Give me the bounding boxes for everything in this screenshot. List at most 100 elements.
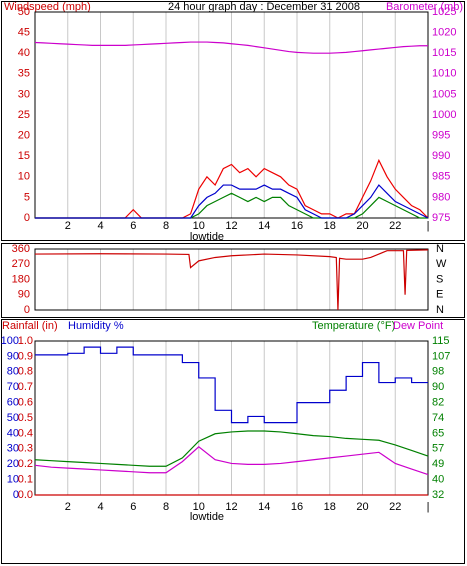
- series-line: [34, 249, 429, 311]
- plot-frame: [34, 11, 429, 219]
- humidity-label: Humidity %: [68, 320, 124, 332]
- y2-tick-label: 82: [432, 397, 444, 409]
- series-line: [34, 430, 429, 467]
- annotation: lowtide: [190, 511, 224, 523]
- y2-tick-label: 115: [432, 335, 450, 347]
- y-tick-label: 50: [18, 6, 30, 18]
- x-tick-label: |: [427, 220, 430, 232]
- x-tick-label: |: [427, 501, 430, 513]
- x-tick-label: 14: [258, 220, 270, 232]
- y2-tick-label: 995: [432, 130, 450, 142]
- x-tick-label: 6: [130, 501, 136, 513]
- x-tick-label: 20: [356, 501, 368, 513]
- y2-tick-label: 980: [432, 191, 450, 203]
- y2-tick-label: 74: [432, 412, 444, 424]
- wind-panel: [1, 1, 465, 241]
- annotation: lowtide: [190, 231, 224, 243]
- x-tick-label: 22: [389, 220, 401, 232]
- series-line: [35, 184, 429, 219]
- x-tick-label: 18: [324, 501, 336, 513]
- barometer-label: Barometer (mb): [386, 1, 463, 13]
- y3-tick-label: 20: [7, 458, 19, 470]
- y-tick-label: 45: [18, 27, 30, 39]
- x-tick-label: 8: [163, 501, 169, 513]
- x-tick-label: 6: [130, 220, 136, 232]
- x-tick-label: 22: [389, 501, 401, 513]
- y-tick-label: 270: [12, 258, 30, 270]
- y-tick-label: 0: [24, 304, 30, 316]
- dewpoint-label: Dew Point: [393, 320, 443, 332]
- y2-tick-label: 32: [432, 489, 444, 501]
- y-tick-label: 1.0: [18, 335, 33, 347]
- y2-tick-label: N: [436, 243, 444, 255]
- y-tick-label: 0.5: [18, 412, 33, 424]
- y2-tick-label: 107: [432, 350, 450, 362]
- x-tick-label: 16: [291, 501, 303, 513]
- y-tick-label: 360: [12, 243, 30, 255]
- climate-panel: [1, 319, 465, 564]
- x-tick-label: 12: [225, 220, 237, 232]
- y-tick-label: 0.0: [18, 489, 33, 501]
- rainfall-label: Rainfall (in): [2, 320, 58, 332]
- y-tick-label: 10: [18, 171, 30, 183]
- x-tick-label: 16: [291, 220, 303, 232]
- y2-tick-label: N: [436, 304, 444, 316]
- y2-tick-label: W: [436, 258, 447, 270]
- y3-tick-label: 40: [7, 427, 19, 439]
- y2-tick-label: 990: [432, 150, 450, 162]
- y-tick-label: 0.1: [18, 474, 33, 486]
- y2-tick-label: E: [436, 289, 443, 301]
- x-tick-label: 10: [193, 501, 205, 513]
- x-tick-label: 18: [324, 220, 336, 232]
- windspeed-label: Windspeed (mph): [4, 1, 91, 13]
- y2-tick-label: 1000: [432, 109, 456, 121]
- y3-tick-label: 30: [7, 443, 19, 455]
- y3-tick-label: 90: [7, 350, 19, 362]
- x-tick-label: 10: [193, 220, 205, 232]
- y-tick-label: 5: [24, 191, 30, 203]
- y2-tick-label: 1005: [432, 88, 456, 100]
- y3-tick-label: 70: [7, 381, 19, 393]
- y3-tick-label: 100: [1, 335, 19, 347]
- y-tick-label: 20: [18, 130, 30, 142]
- y2-tick-label: 985: [432, 171, 450, 183]
- y2-tick-label: 57: [432, 443, 444, 455]
- y-tick-label: 90: [18, 289, 30, 301]
- x-tick-label: 20: [356, 220, 368, 232]
- x-tick-label: 4: [97, 220, 103, 232]
- series-line: [34, 445, 429, 476]
- y2-tick-label: 49: [432, 458, 444, 470]
- y-tick-label: 0: [24, 212, 30, 224]
- plot-frame: [34, 248, 429, 311]
- y2-tick-label: 1020: [432, 27, 456, 39]
- series-line: [34, 41, 428, 54]
- y-tick-label: 25: [18, 109, 30, 121]
- series-line: [35, 346, 428, 424]
- temperature-label: Temperature (°F): [312, 320, 395, 332]
- y-tick-label: 15: [18, 150, 30, 162]
- y3-tick-label: 50: [7, 412, 19, 424]
- y-tick-label: 30: [18, 88, 30, 100]
- y2-tick-label: 65: [432, 427, 444, 439]
- y2-tick-label: 40: [432, 474, 444, 486]
- x-tick-label: 2: [65, 501, 71, 513]
- x-tick-label: 8: [163, 220, 169, 232]
- y2-tick-label: 90: [432, 381, 444, 393]
- y-tick-label: 40: [18, 47, 30, 59]
- y3-tick-label: 80: [7, 366, 19, 378]
- y2-tick-label: 975: [432, 212, 450, 224]
- y-tick-label: 0.4: [18, 427, 33, 439]
- y-tick-label: 35: [18, 68, 30, 80]
- y-tick-label: 0.8: [18, 366, 33, 378]
- y2-tick-label: 98: [432, 366, 444, 378]
- chart-title: 24 hour graph day : December 31 2008: [168, 1, 360, 13]
- y-tick-label: 180: [12, 273, 30, 285]
- y-tick-label: 0.6: [18, 397, 33, 409]
- y-tick-label: 0.9: [18, 350, 33, 362]
- y-tick-label: 0.2: [18, 458, 33, 470]
- y3-tick-label: 60: [7, 397, 19, 409]
- y2-tick-label: 1025: [432, 6, 456, 18]
- y-tick-label: 0.3: [18, 443, 33, 455]
- y2-tick-label: 1010: [432, 68, 456, 80]
